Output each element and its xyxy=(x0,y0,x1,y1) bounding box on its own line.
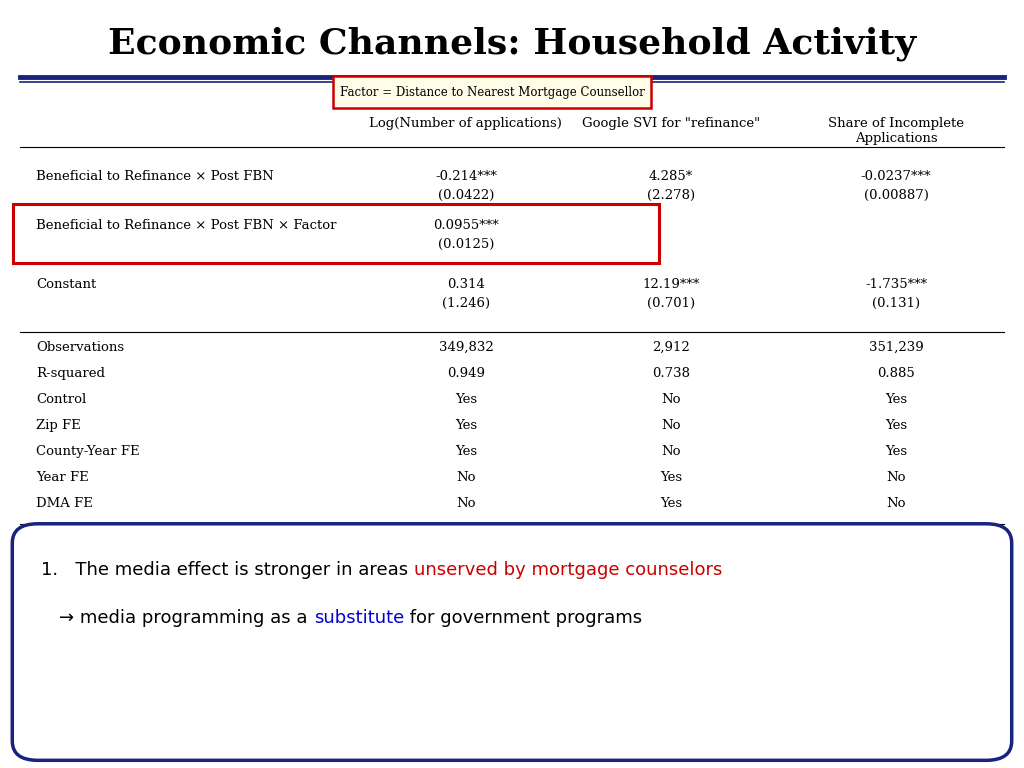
Text: 0.314: 0.314 xyxy=(447,278,484,290)
Text: Yes: Yes xyxy=(659,498,682,510)
Text: Yes: Yes xyxy=(455,445,477,458)
Text: (0.00887): (0.00887) xyxy=(863,190,929,202)
Text: 12.19***: 12.19*** xyxy=(642,278,699,290)
Text: 351,239: 351,239 xyxy=(868,341,924,353)
Text: Beneficial to Refinance × Post FBN: Beneficial to Refinance × Post FBN xyxy=(36,170,273,183)
Text: Year FE: Year FE xyxy=(36,472,89,484)
Text: County-Year FE: County-Year FE xyxy=(36,445,139,458)
Text: 4.285*: 4.285* xyxy=(648,170,693,183)
Text: R-squared: R-squared xyxy=(36,367,104,379)
Text: 2,912: 2,912 xyxy=(652,341,689,353)
Text: No: No xyxy=(456,498,476,510)
Text: No: No xyxy=(660,393,681,406)
Text: Log(Number of applications): Log(Number of applications) xyxy=(370,117,562,130)
Text: (0.701): (0.701) xyxy=(647,297,694,310)
Text: → media programming as a: → media programming as a xyxy=(59,609,313,627)
Text: 0.949: 0.949 xyxy=(446,367,485,379)
Text: (0.131): (0.131) xyxy=(872,297,920,310)
Text: Yes: Yes xyxy=(455,419,477,432)
Text: Yes: Yes xyxy=(659,472,682,484)
Text: (0.0125): (0.0125) xyxy=(437,238,495,250)
Text: Yes: Yes xyxy=(455,393,477,406)
Text: Yes: Yes xyxy=(885,419,907,432)
FancyBboxPatch shape xyxy=(13,204,659,263)
FancyBboxPatch shape xyxy=(12,524,1012,760)
Text: 0.885: 0.885 xyxy=(878,367,914,379)
FancyBboxPatch shape xyxy=(333,76,651,108)
Text: Observations: Observations xyxy=(36,341,124,353)
Text: 0.738: 0.738 xyxy=(651,367,690,379)
Text: Factor = Distance to Nearest Mortgage Counsellor: Factor = Distance to Nearest Mortgage Co… xyxy=(340,86,644,98)
Text: 349,832: 349,832 xyxy=(438,341,494,353)
Text: Google SVI for "refinance": Google SVI for "refinance" xyxy=(582,117,760,130)
Text: Yes: Yes xyxy=(885,445,907,458)
Text: No: No xyxy=(886,498,906,510)
Text: Constant: Constant xyxy=(36,278,96,290)
Text: 1.   The media effect is stronger in areas: 1. The media effect is stronger in areas xyxy=(41,561,414,579)
Text: (1.246): (1.246) xyxy=(442,297,489,310)
Text: Control: Control xyxy=(36,393,86,406)
Text: No: No xyxy=(886,472,906,484)
Text: No: No xyxy=(660,445,681,458)
Text: Zip FE: Zip FE xyxy=(36,419,81,432)
Text: -0.214***: -0.214*** xyxy=(435,170,497,183)
Text: unserved by mortgage counselors: unserved by mortgage counselors xyxy=(414,561,722,579)
Text: DMA FE: DMA FE xyxy=(36,498,93,510)
Text: Share of Incomplete
Applications: Share of Incomplete Applications xyxy=(828,117,964,144)
Text: for government programs: for government programs xyxy=(403,609,642,627)
Text: Yes: Yes xyxy=(885,393,907,406)
Text: No: No xyxy=(660,419,681,432)
Text: (2.278): (2.278) xyxy=(647,190,694,202)
Text: Beneficial to Refinance × Post FBN × Factor: Beneficial to Refinance × Post FBN × Fac… xyxy=(36,219,336,231)
Text: No: No xyxy=(456,472,476,484)
Text: Economic Channels: Household Activity: Economic Channels: Household Activity xyxy=(108,27,916,61)
Text: substitute: substitute xyxy=(313,609,403,627)
Text: -0.0237***: -0.0237*** xyxy=(861,170,931,183)
Text: -1.735***: -1.735*** xyxy=(865,278,927,290)
Text: (0.0422): (0.0422) xyxy=(437,190,495,202)
Text: 0.0955***: 0.0955*** xyxy=(433,219,499,231)
